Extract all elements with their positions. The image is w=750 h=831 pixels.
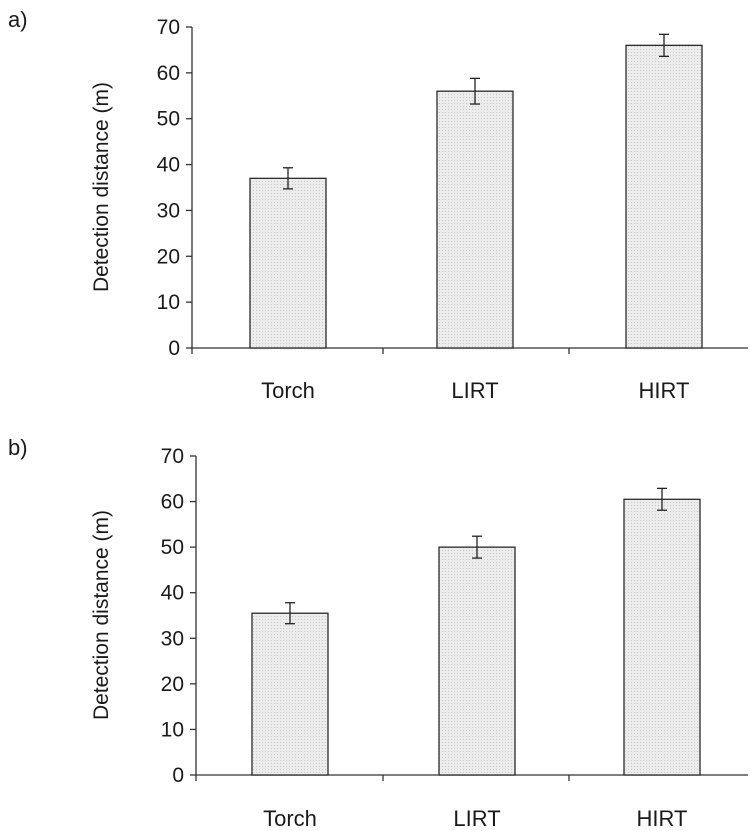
y-tick-label: 60 xyxy=(157,62,180,85)
category-label: HIRT xyxy=(637,806,688,831)
bar-hirt xyxy=(623,498,701,776)
y-tick-label: 10 xyxy=(161,718,184,741)
category-label: LIRT xyxy=(451,378,498,403)
y-tick-label: 40 xyxy=(157,154,180,177)
bar-lirt xyxy=(436,90,514,349)
y-tick-label: 50 xyxy=(161,536,184,559)
bar-torch xyxy=(251,612,329,776)
category-labels-a: Torch LIRT HIRT xyxy=(261,378,689,403)
error-bars-a xyxy=(283,33,669,190)
x-ticks-a xyxy=(191,348,570,354)
y-tick-label: 50 xyxy=(157,108,180,131)
y-tick-label: 70 xyxy=(157,16,180,39)
category-label: LIRT xyxy=(453,806,500,831)
bar-lirt xyxy=(438,546,516,776)
bar-hirt xyxy=(625,44,703,349)
y-tick-label: 70 xyxy=(161,445,184,468)
y-tick-label: 40 xyxy=(161,582,184,605)
category-label: HIRT xyxy=(639,378,690,403)
x-ticks-b xyxy=(195,775,570,781)
panel-label-b: b) xyxy=(8,435,28,460)
y-tick-label: 30 xyxy=(157,199,180,222)
y-ticks-a: 0 10 20 30 40 50 60 70 xyxy=(157,16,192,360)
y-axis-title-b: Detection distance (m) xyxy=(90,510,113,720)
chart-panel-a: a) Detection distance (m) 0 10 20 30 40 50 60 7… xyxy=(8,7,748,403)
bars-b xyxy=(251,498,701,776)
y-tick-label: 0 xyxy=(168,337,180,360)
bar-torch xyxy=(249,177,327,349)
y-ticks-b: 0 10 20 30 40 50 60 70 xyxy=(161,445,196,787)
error-bars-b xyxy=(285,487,667,625)
y-tick-label: 20 xyxy=(161,673,184,696)
category-label: Torch xyxy=(263,806,317,831)
chart-panel-b: b) Detection distance (m) 0 10 20 30 40 50 60 7… xyxy=(8,435,748,831)
y-tick-label: 60 xyxy=(161,491,184,514)
y-axis-title-a: Detection distance (m) xyxy=(90,82,113,292)
bars-a xyxy=(249,44,703,349)
panel-label-a: a) xyxy=(8,7,28,32)
y-tick-label: 0 xyxy=(172,764,184,787)
y-tick-label: 30 xyxy=(161,627,184,650)
y-tick-label: 10 xyxy=(157,291,180,314)
category-labels-b: Torch LIRT HIRT xyxy=(263,806,687,831)
category-label: Torch xyxy=(261,378,315,403)
y-tick-label: 20 xyxy=(157,245,180,268)
